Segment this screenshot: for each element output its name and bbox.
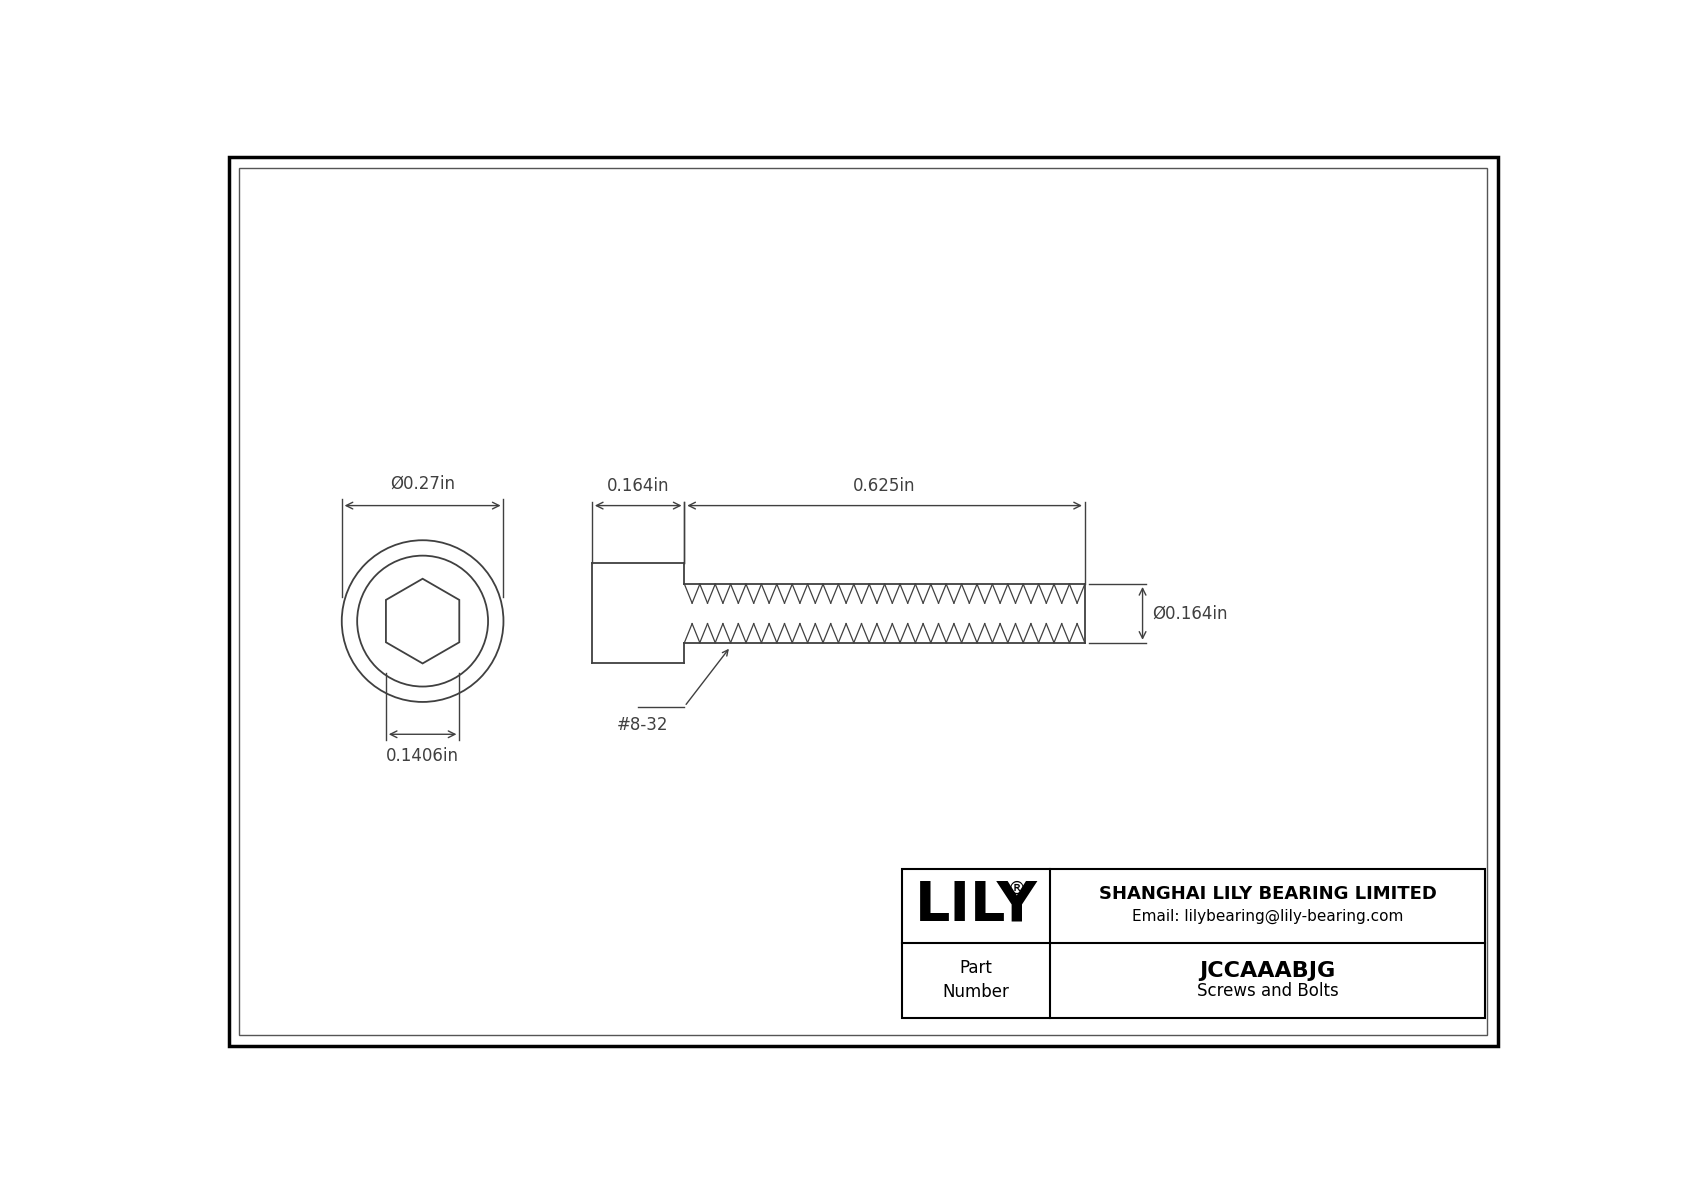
Text: Screws and Bolts: Screws and Bolts bbox=[1197, 983, 1339, 1000]
Text: Ø0.164in: Ø0.164in bbox=[1152, 604, 1228, 623]
Bar bbox=[903, 869, 1485, 1017]
Text: 0.625in: 0.625in bbox=[854, 476, 916, 494]
Text: JCCAAABJG: JCCAAABJG bbox=[1199, 961, 1335, 981]
Text: SHANGHAI LILY BEARING LIMITED: SHANGHAI LILY BEARING LIMITED bbox=[1098, 885, 1436, 904]
Text: #8-32: #8-32 bbox=[616, 716, 669, 734]
Text: Part
Number: Part Number bbox=[943, 960, 1010, 1002]
Text: Email: lilybearing@lily-bearing.com: Email: lilybearing@lily-bearing.com bbox=[1132, 909, 1403, 924]
Text: 0.164in: 0.164in bbox=[606, 476, 670, 494]
Text: ®: ® bbox=[1007, 880, 1026, 898]
Text: Ø0.27in: Ø0.27in bbox=[391, 474, 455, 493]
Text: LILY: LILY bbox=[914, 879, 1037, 933]
Text: 0.1406in: 0.1406in bbox=[386, 748, 460, 766]
